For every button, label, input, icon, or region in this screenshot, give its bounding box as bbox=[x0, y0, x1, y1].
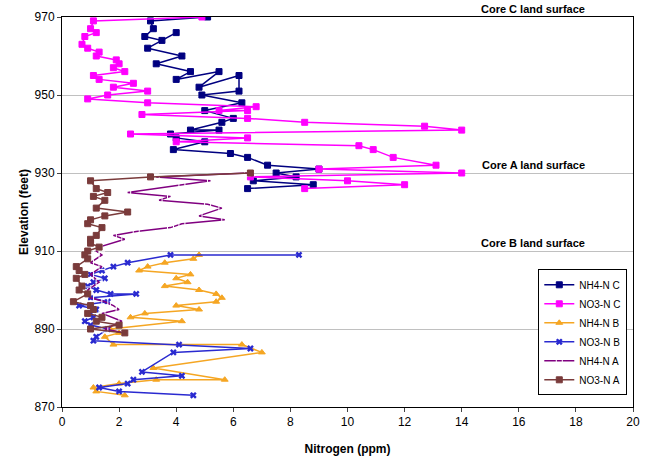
svg-text:NH4-N C: NH4-N C bbox=[579, 280, 620, 291]
svg-text:Core B land surface: Core B land surface bbox=[481, 237, 585, 249]
svg-text:NH4-N B: NH4-N B bbox=[579, 318, 619, 329]
svg-text:Nitrogen (ppm): Nitrogen (ppm) bbox=[305, 442, 391, 456]
svg-text:NH4-N A: NH4-N A bbox=[579, 356, 619, 367]
svg-text:12: 12 bbox=[398, 415, 412, 429]
svg-text:NO3-N B: NO3-N B bbox=[579, 337, 620, 348]
svg-text:Core C land surface: Core C land surface bbox=[481, 3, 585, 15]
svg-text:NO3-N A: NO3-N A bbox=[579, 375, 619, 386]
svg-text:8: 8 bbox=[287, 415, 294, 429]
svg-text:Core A land surface: Core A land surface bbox=[482, 159, 585, 171]
svg-text:910: 910 bbox=[35, 244, 55, 258]
svg-text:0: 0 bbox=[59, 415, 66, 429]
svg-text:6: 6 bbox=[230, 415, 237, 429]
svg-text:930: 930 bbox=[35, 166, 55, 180]
svg-text:Elevation (feet): Elevation (feet) bbox=[17, 169, 31, 255]
svg-text:870: 870 bbox=[35, 400, 55, 414]
svg-text:970: 970 bbox=[35, 10, 55, 24]
svg-text:14: 14 bbox=[455, 415, 469, 429]
svg-text:20: 20 bbox=[626, 415, 640, 429]
svg-text:4: 4 bbox=[173, 415, 180, 429]
svg-text:2: 2 bbox=[116, 415, 123, 429]
svg-text:950: 950 bbox=[35, 88, 55, 102]
svg-text:16: 16 bbox=[512, 415, 526, 429]
svg-text:10: 10 bbox=[341, 415, 355, 429]
svg-text:NO3-N C: NO3-N C bbox=[579, 299, 620, 310]
svg-text:890: 890 bbox=[35, 322, 55, 336]
svg-text:18: 18 bbox=[569, 415, 583, 429]
